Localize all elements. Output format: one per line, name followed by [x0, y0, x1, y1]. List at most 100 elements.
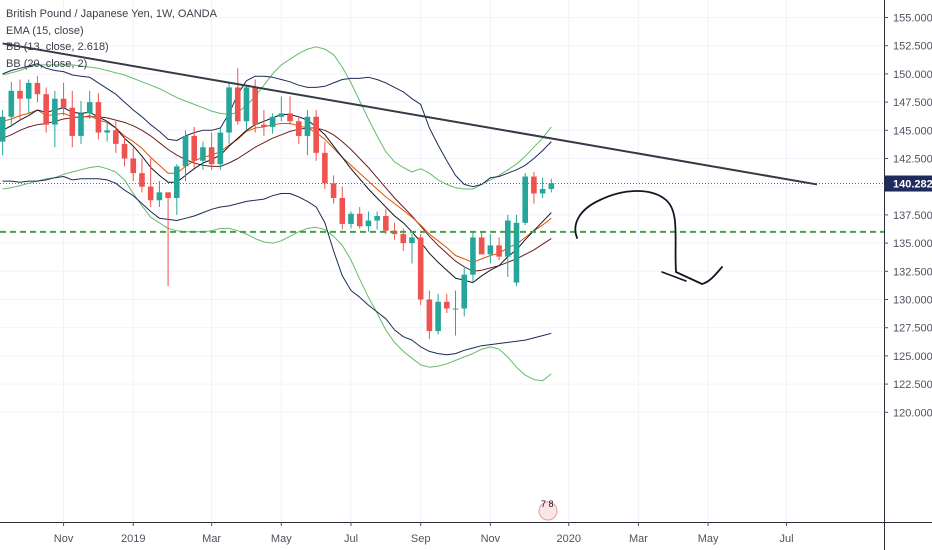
price-tick-label: 125.000: [893, 351, 932, 363]
candle: [52, 90, 58, 148]
candle: [461, 267, 468, 317]
candle-body: [513, 222, 520, 283]
candle-body: [548, 183, 555, 189]
candle-body: [217, 132, 224, 165]
bb2-basis-line: [2, 116, 552, 272]
candle-body: [165, 192, 171, 198]
candle-body: [304, 116, 311, 136]
price-tick-label: 132.500: [893, 266, 932, 278]
candle-body: [208, 147, 215, 165]
candle: [226, 82, 232, 144]
candle-body: [95, 102, 102, 133]
indicator-lines: [2, 46, 552, 382]
price-tick-label: 155.000: [893, 13, 932, 25]
candle-body: [182, 135, 189, 167]
candle-body: [531, 176, 537, 194]
candle-body: [78, 113, 84, 136]
candle-body: [261, 124, 267, 127]
candle-body: [269, 116, 276, 127]
time-tick-label: Jul: [779, 533, 793, 545]
candle: [452, 290, 459, 336]
legend-bb1[interactable]: BB (13, close, 2.618): [6, 41, 109, 53]
candle: [487, 234, 494, 264]
candle-body: [452, 308, 459, 310]
price-tick-label: 127.500: [893, 323, 932, 335]
price-tick-label: 130.000: [893, 295, 932, 307]
time-tick-label: Nov: [54, 533, 74, 545]
price-tick-label: 120.000: [893, 407, 932, 419]
candle: [34, 76, 41, 103]
time-axis[interactable]: Nov 2019 Mar May Jul Sep Nov 2020 Mar May Jul: [0, 522, 932, 550]
candle: [0, 109, 6, 156]
candle: [356, 207, 363, 229]
price-axis[interactable]: 155.000 152.500 150.000 147.500 145.000 142.5…: [884, 0, 932, 550]
candle: [409, 234, 415, 264]
drawing-overlays: 7 8: [0, 42, 884, 521]
candle-body: [121, 143, 128, 159]
candle: [531, 172, 537, 204]
time-tick-label: Jul: [344, 533, 358, 545]
candle-body: [409, 237, 415, 244]
candle: [330, 175, 337, 204]
candle: [496, 237, 502, 261]
legend-symbol[interactable]: British Pound / Japanese Yen, 1W, OANDA: [6, 8, 217, 20]
candle: [243, 85, 250, 131]
candle-body: [383, 216, 389, 231]
candle-body: [243, 87, 250, 122]
price-tick-label: 145.000: [893, 125, 932, 137]
candle-body: [130, 158, 137, 174]
candle: [139, 158, 145, 193]
legend-ema[interactable]: EMA (15, close): [6, 24, 84, 37]
candle: [444, 293, 450, 314]
candle-body: [348, 213, 354, 224]
candle: [478, 231, 485, 255]
time-tick-label: Mar: [629, 533, 648, 545]
time-tick-label: 2020: [557, 533, 581, 545]
candle-body: [156, 192, 163, 201]
price-axis-bg: [884, 0, 932, 550]
candle: [182, 130, 189, 182]
candle: [25, 79, 32, 114]
trend-line: [2, 42, 818, 186]
candle-body: [60, 98, 67, 108]
candle-body: [461, 274, 468, 309]
candle: [539, 177, 546, 198]
candle: [156, 181, 163, 208]
candle: [435, 293, 441, 335]
candle: [383, 209, 389, 235]
last-price-tag: [885, 175, 932, 192]
candle-body: [400, 234, 407, 244]
candle-body: [139, 173, 145, 187]
projection-drawing: [574, 190, 723, 285]
candle-body: [426, 299, 433, 332]
bb2-lower-line: [2, 165, 552, 382]
time-tick-label: Nov: [481, 533, 501, 545]
candle: [304, 109, 311, 156]
time-tick-label: May: [698, 533, 719, 545]
candle: [348, 211, 354, 229]
candle: [374, 211, 380, 230]
price-tick-label: 152.500: [893, 41, 932, 53]
price-tick-label: 142.500: [893, 154, 932, 166]
candle: [208, 132, 215, 170]
candle-body: [417, 237, 424, 300]
price-tick-label: 147.500: [893, 97, 932, 109]
candle: [269, 113, 276, 134]
candle: [365, 211, 372, 232]
legend-bb2[interactable]: BB (20, close, 2): [6, 57, 88, 70]
candle-body: [435, 301, 441, 332]
candle-body: [25, 82, 32, 99]
candle-body: [200, 147, 206, 161]
candle-body: [147, 186, 154, 201]
projection-arrow-tick: [661, 271, 687, 282]
candle: [165, 192, 171, 286]
candle-body: [504, 220, 511, 257]
candle: [252, 79, 258, 133]
bb1-lower-line: [2, 176, 552, 356]
candle: [200, 141, 206, 170]
time-tick-label: Sep: [411, 533, 431, 545]
chart-legend: British Pound / Japanese Yen, 1W, OANDA …: [6, 6, 217, 72]
candle-body: [86, 102, 93, 114]
marker-icon: [538, 501, 558, 521]
